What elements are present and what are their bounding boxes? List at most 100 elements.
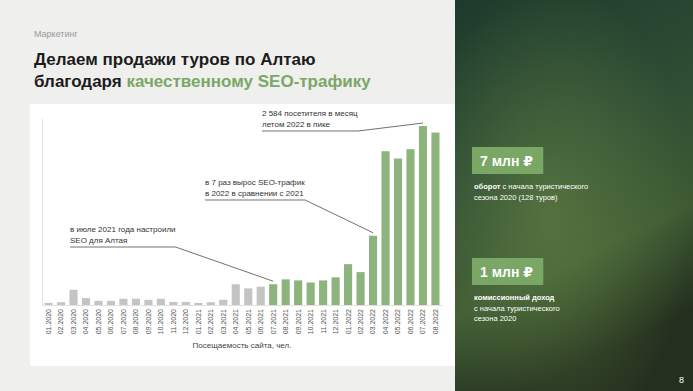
stat-value: 1 млн ₽ — [480, 264, 533, 280]
x-tick-label: 02.2022 — [357, 309, 364, 334]
x-tick: 03.2022 — [369, 305, 376, 334]
stat-description: оборот с начала туристическогосезона 202… — [474, 182, 588, 202]
title-line: Делаем продажи туров по Алтаю — [34, 50, 316, 69]
annotation: в 7 раз вырос SEO-трафик в 2022 в сравнен… — [205, 178, 373, 233]
photo-panel — [455, 0, 693, 391]
x-tick-label: 04.2021 — [232, 309, 239, 334]
x-tick: 06.2020 — [107, 305, 114, 334]
x-tick: 05.2021 — [245, 305, 252, 334]
bar — [69, 290, 77, 305]
photo-glow — [455, 0, 693, 391]
x-tick: 10.2021 — [307, 305, 314, 334]
x-tick: 02.2021 — [207, 305, 214, 334]
x-tick: 04.2021 — [232, 305, 239, 334]
bar — [157, 299, 165, 305]
x-tick-label: 07.2020 — [120, 309, 127, 334]
bar — [194, 303, 202, 305]
x-tick-label: 06.2022 — [407, 309, 414, 334]
bar — [144, 300, 152, 305]
section-label: Маркетинг — [34, 29, 78, 39]
x-tick-label: 02.2020 — [57, 309, 64, 334]
x-tick-label: 05.2021 — [245, 309, 252, 334]
stat-bold: оборот — [474, 182, 501, 191]
annotation-text: в 7 раз вырос SEO-трафик в 2022 в сравнен… — [205, 178, 305, 198]
annotations: в июле 2021 года настроилиSEO для Алтаяв… — [70, 109, 423, 281]
bar — [406, 149, 414, 305]
annotation-text: 2 584 посетителя в месяцлетом 2022 в пик… — [262, 109, 358, 129]
x-tick: 06.2021 — [257, 305, 264, 334]
x-tick-label: 03.2022 — [369, 309, 376, 334]
x-tick-label: 11.2021 — [320, 309, 327, 334]
x-tick: 08.2021 — [282, 305, 289, 334]
leader-line — [205, 200, 373, 233]
bar — [94, 301, 102, 305]
bar — [332, 277, 340, 305]
bar — [282, 279, 290, 305]
x-tick: 11.2021 — [320, 305, 327, 334]
stat-line: с начала туристического — [474, 304, 560, 313]
bar — [394, 159, 402, 305]
x-tick-label: 07.2022 — [419, 309, 426, 334]
bar — [182, 302, 190, 305]
bar — [431, 133, 439, 305]
x-tick: 01.2020 — [45, 305, 52, 334]
x-tick: 10.2020 — [157, 305, 164, 334]
bar — [119, 299, 127, 305]
stat-line: с начала туристического — [500, 182, 588, 191]
stat: 1 млн ₽ комиссионный доходс начала турист… — [472, 258, 560, 323]
title-line: благодаря — [34, 72, 126, 91]
x-tick: 04.2022 — [382, 305, 389, 334]
x-tick: 11.2020 — [170, 305, 177, 334]
x-tick: 02.2020 — [57, 305, 64, 334]
x-axis-title: Посещаемость сайта, чел. — [193, 341, 292, 350]
x-tick: 02.2022 — [357, 305, 364, 334]
bars — [44, 126, 439, 305]
bar — [82, 298, 90, 305]
x-tick-label: 06.2020 — [107, 309, 114, 334]
bar — [169, 302, 177, 305]
background — [0, 0, 693, 391]
bar — [57, 302, 65, 305]
annotation-line: в 7 раз вырос SEO-трафик — [205, 178, 305, 187]
x-tick-label: 10.2020 — [157, 309, 164, 334]
stat-box — [472, 258, 543, 285]
x-tick: 01.2021 — [195, 305, 202, 334]
x-tick: 09.2020 — [145, 305, 152, 334]
x-tick: 08.2020 — [132, 305, 139, 334]
bar — [207, 302, 215, 305]
annotation: 2 584 посетителя в месяцлетом 2022 в пик… — [262, 109, 423, 131]
annotation-line: в 2022 в сравнении с 2021 — [205, 189, 304, 198]
stat-value: 7 млн ₽ — [480, 153, 533, 169]
x-tick: 06.2022 — [407, 305, 414, 334]
x-tick-label: 05.2020 — [95, 309, 102, 334]
title-highlight: качественному SEO-трафику — [126, 72, 371, 91]
x-tick-label: 03.2020 — [70, 309, 77, 334]
bar — [419, 126, 427, 305]
x-tick-label: 12.2020 — [182, 309, 189, 334]
x-tick-label: 11.2020 — [170, 309, 177, 334]
x-tick-label: 08.2020 — [132, 309, 139, 334]
x-axis: 01.202002.202003.202004.202005.202006.20… — [43, 305, 443, 334]
x-tick-label: 01.2021 — [195, 309, 202, 334]
x-tick: 08.2022 — [432, 305, 439, 334]
annotation-line: SEO для Алтая — [70, 236, 127, 245]
x-tick: 12.2021 — [332, 305, 339, 334]
annotation: в июле 2021 года настроили SEO для Алтая — [70, 225, 273, 281]
bar — [381, 151, 389, 305]
x-tick-label: 01.2022 — [345, 309, 352, 334]
annotation-line: в июле 2021 года настроили — [70, 225, 176, 234]
x-tick: 03.2020 — [70, 305, 77, 334]
x-tick-label: 10.2021 — [307, 309, 314, 334]
y-axis — [42, 119, 43, 306]
x-tick-label: 03.2021 — [220, 309, 227, 334]
x-tick: 05.2022 — [394, 305, 401, 334]
bar — [232, 284, 240, 305]
x-tick: 09.2021 — [295, 305, 302, 334]
leader-line — [70, 247, 273, 281]
annotation-text: в июле 2021 года настроили SEO для Алтая — [70, 225, 176, 245]
slide: Маркетинг Делаем продажи туров по Алтаю бл… — [0, 0, 693, 391]
x-tick: 05.2020 — [95, 305, 102, 334]
stat-description: комиссионный доходс начала туристическог… — [474, 293, 560, 323]
bar — [269, 284, 277, 305]
bar — [344, 264, 352, 305]
